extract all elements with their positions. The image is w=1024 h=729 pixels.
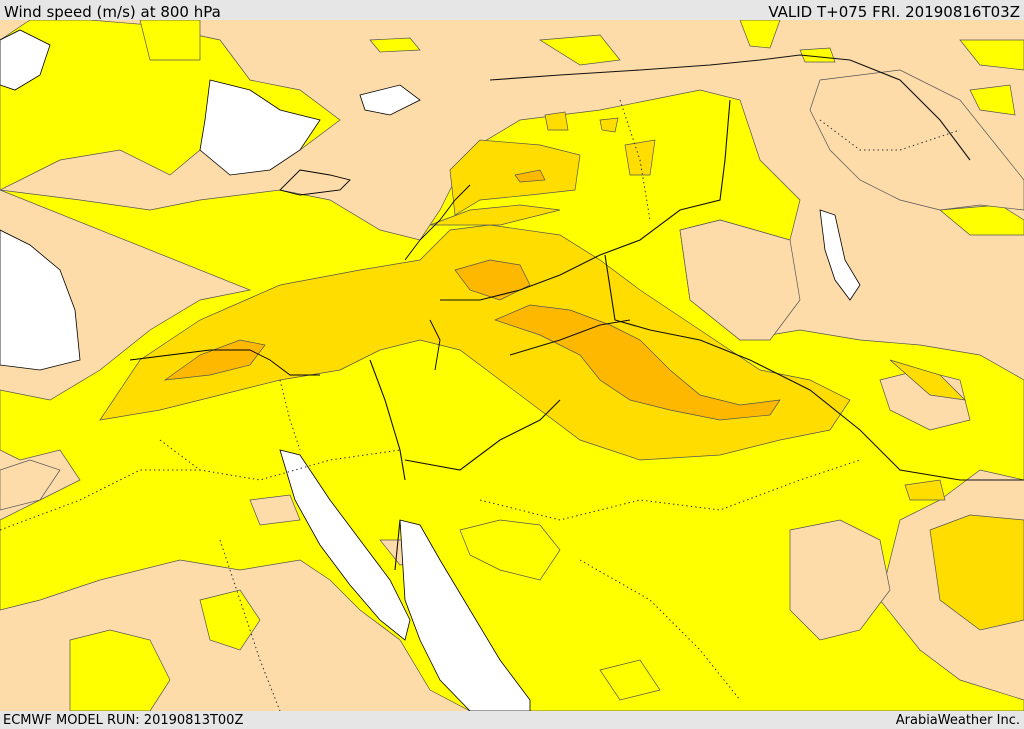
model-run-label: ECMWF MODEL RUN: 20190813T00Z bbox=[3, 713, 244, 728]
bottom-bar bbox=[0, 711, 1024, 729]
country-borders bbox=[0, 99, 961, 711]
country-borders-solid bbox=[369, 54, 1024, 571]
top-bar bbox=[0, 0, 1024, 20]
credit-label: ArabiaWeather Inc. bbox=[895, 713, 1020, 728]
coastlines bbox=[129, 169, 471, 376]
valid-time: VALID T+075 FRI. 20190816T03Z bbox=[768, 3, 1020, 21]
water-bodies bbox=[0, 29, 861, 711]
wind-low-areas bbox=[0, 20, 1024, 711]
wind-speed-map bbox=[0, 20, 1024, 711]
map-title: Wind speed (m/s) at 800 hPa bbox=[4, 3, 221, 21]
